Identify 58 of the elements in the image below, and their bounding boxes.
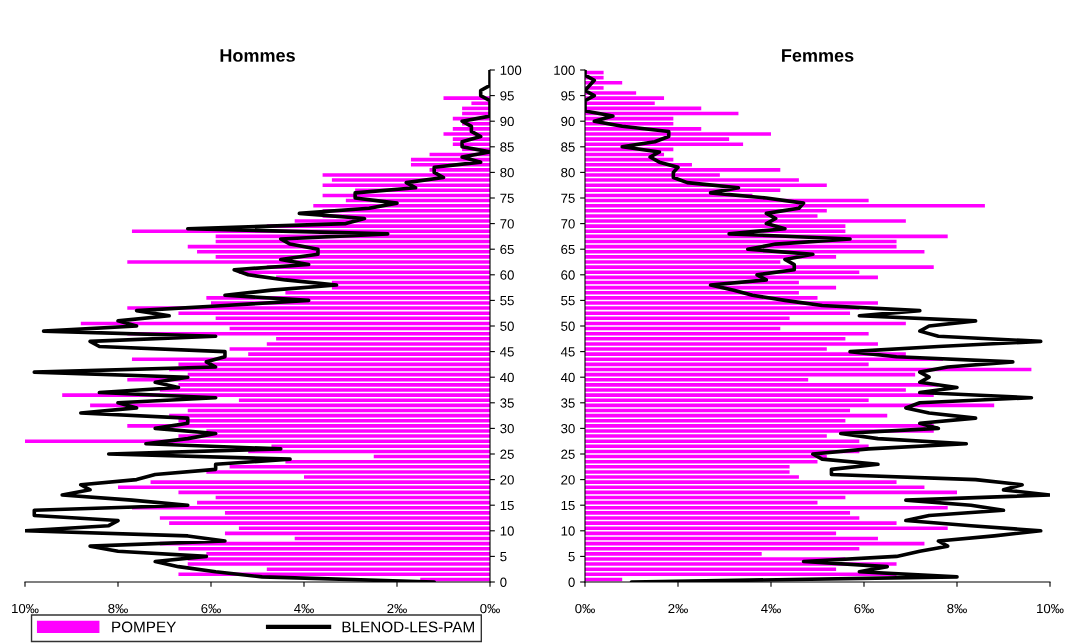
legend-label: POMPEY <box>112 621 177 633</box>
y-tick-label: 75 <box>561 193 575 203</box>
y-tick-label: 45 <box>560 347 575 357</box>
y-tick-label: 70 <box>561 219 575 229</box>
y-tick-label: 35 <box>500 398 514 408</box>
x-tick-label: 6‰ <box>201 603 221 614</box>
y-tick-label: 55 <box>561 296 575 306</box>
y-tick-label: 50 <box>561 321 575 331</box>
y-tick-label: 80 <box>500 167 514 178</box>
y-tick-label: 0 <box>568 577 575 587</box>
x-tick-label: 2‰ <box>387 603 407 614</box>
x-tick-label: 4‰ <box>294 603 314 614</box>
y-tick-label: 85 <box>561 142 575 152</box>
x-tick-label: 10‰ <box>12 603 39 614</box>
y-tick-label: 30 <box>561 423 575 434</box>
y-tick-label: 40 <box>500 372 514 383</box>
x-tick-label: 8‰ <box>947 603 967 614</box>
y-tick-label: 15 <box>561 500 575 511</box>
y-tick-label: 5 <box>568 552 575 562</box>
x-tick-label: 0‰ <box>575 603 595 614</box>
chart-title: Femmes <box>782 49 854 62</box>
y-tick-label: 45 <box>500 347 514 357</box>
y-tick-label: 65 <box>561 244 575 255</box>
x-tick-label: 6‰ <box>854 603 874 614</box>
legend-label: BLENOD-LES-PAM <box>342 621 474 633</box>
x-tick-label: 2‰ <box>668 603 688 614</box>
y-tick-label: 95 <box>500 91 514 101</box>
y-tick-label: 10 <box>500 526 514 536</box>
y-tick-label: 65 <box>500 244 514 255</box>
y-tick-label: 10 <box>561 526 575 536</box>
y-tick-label: 85 <box>500 142 514 152</box>
y-tick-label: 20 <box>561 475 575 485</box>
y-tick-label: 60 <box>561 270 575 280</box>
y-tick-label: 75 <box>500 193 514 203</box>
y-tick-label: 25 <box>561 449 575 459</box>
y-tick-label: 100 <box>500 65 522 75</box>
y-tick-label: 15 <box>500 500 514 511</box>
y-tick-label: 60 <box>500 270 514 280</box>
y-tick-label: 5 <box>500 552 507 562</box>
y-tick-label: 100 <box>554 65 575 75</box>
y-tick-label: 90 <box>500 116 514 127</box>
y-tick-label: 30 <box>500 423 514 434</box>
y-tick-label: 40 <box>560 372 575 383</box>
x-tick-label: 4‰ <box>761 603 781 614</box>
y-tick-label: 55 <box>500 296 514 306</box>
x-tick-label: 8‰ <box>108 603 128 614</box>
y-tick-label: 80 <box>561 167 575 178</box>
y-tick-label: 50 <box>500 321 514 331</box>
y-tick-label: 25 <box>500 449 514 459</box>
y-tick-label: 90 <box>561 116 575 127</box>
x-tick-label: 0‰ <box>480 603 500 614</box>
chart-title: Hommes <box>220 49 295 62</box>
x-tick-label: 10‰ <box>1037 603 1064 614</box>
y-tick-label: 95 <box>561 91 575 101</box>
y-tick-label: 0 <box>500 577 507 587</box>
y-tick-label: 35 <box>561 398 575 408</box>
y-tick-label: 70 <box>500 219 514 229</box>
y-tick-label: 20 <box>500 475 514 485</box>
